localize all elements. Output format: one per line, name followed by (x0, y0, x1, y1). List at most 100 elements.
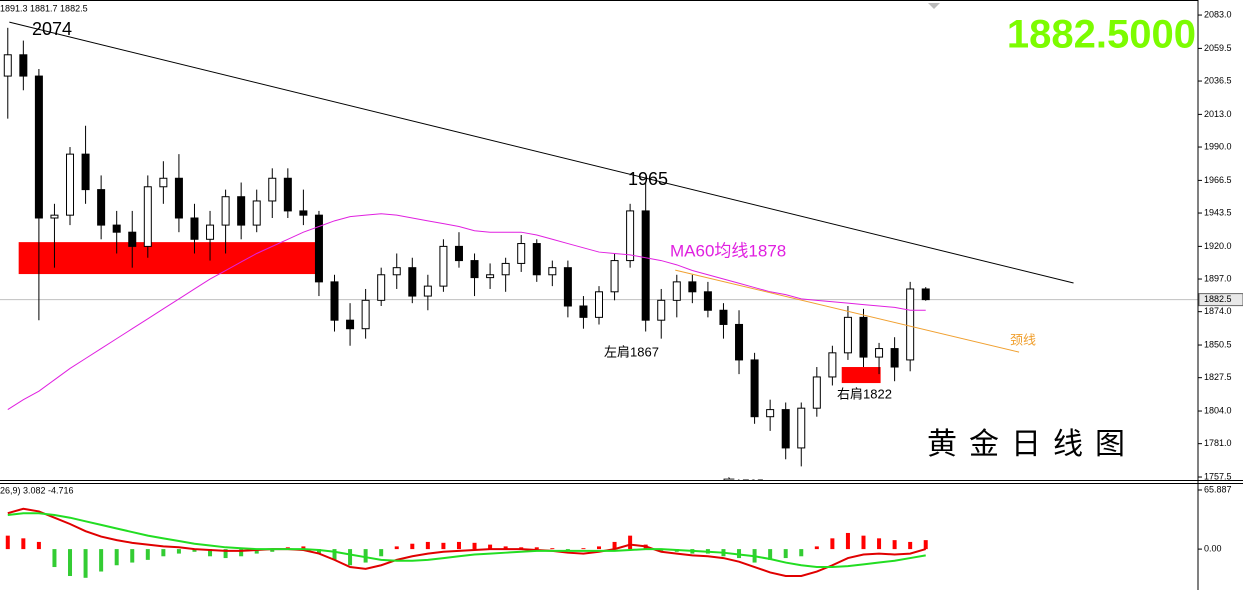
y-tick-label: 1804.0 (1204, 405, 1232, 415)
macd-bar (363, 549, 368, 563)
macd-bar (239, 549, 244, 557)
macd-bar (130, 549, 135, 563)
zone (18, 242, 316, 275)
candle-body (454, 245, 463, 262)
macd-bar (68, 549, 73, 577)
macd-bar (114, 549, 119, 566)
candle-body (843, 316, 852, 354)
macd-bar (877, 538, 882, 550)
candle-body (190, 217, 199, 240)
annotation: 左肩1867 (604, 344, 659, 359)
ohlc-info: 1891.3 1881.7 1882.5 (0, 3, 88, 13)
candle-body (626, 210, 635, 262)
macd-bar (99, 549, 104, 572)
macd-bar (830, 538, 835, 550)
candle-body (314, 214, 323, 283)
candle-body (766, 409, 775, 418)
candle-body (921, 288, 930, 301)
candle-body (657, 299, 666, 321)
candle-body (501, 262, 510, 276)
macd-bar (441, 542, 446, 550)
candle-body (174, 177, 183, 219)
macd-line (7, 507, 927, 578)
trend-line (9, 21, 1074, 284)
macd-bar (223, 549, 228, 559)
candle-body (19, 54, 28, 77)
candle-body (66, 153, 75, 216)
ma-line (7, 213, 926, 411)
candle-body (532, 243, 541, 276)
price-panel (0, 21, 1198, 467)
candle-body (408, 267, 417, 297)
macd-bar (799, 549, 804, 557)
candle-body (579, 305, 588, 318)
macd-bar (83, 549, 88, 578)
macd-bar (52, 549, 57, 568)
neck-line (675, 269, 1020, 353)
candle-body (3, 54, 12, 77)
price-display: 1882.5000 (1007, 13, 1196, 57)
y-tick-label: 1920.0 (1204, 241, 1232, 251)
candle-body (283, 177, 292, 212)
macd-bar (301, 546, 306, 550)
macd-bar (845, 532, 850, 550)
candle-body (703, 291, 712, 311)
candle-body (906, 288, 915, 361)
y-tick-label: 1850.5 (1204, 339, 1232, 349)
candle-body (97, 189, 106, 226)
macd-panel: 26,9) 3.082 -4.716 (0, 485, 928, 578)
macd-bar (628, 535, 633, 550)
candle-body (361, 299, 370, 330)
candle-body (812, 376, 821, 409)
candle-body (672, 281, 681, 301)
macd-bar (36, 541, 41, 550)
zone (841, 367, 881, 384)
macd-bar (270, 549, 275, 552)
candle-body (392, 267, 401, 276)
y-tick-label: 1990.0 (1204, 141, 1232, 151)
macd-bar (488, 544, 493, 550)
macd-bar (534, 547, 539, 550)
candle-body (719, 309, 728, 325)
candle-body (346, 319, 355, 330)
y-tick-label: 2083.0 (1204, 9, 1232, 19)
neckline-label: 颈线 (1010, 332, 1036, 347)
macd-bar (161, 549, 166, 557)
macd-bar (550, 548, 555, 550)
macd-bar (348, 549, 353, 566)
candle-body (859, 316, 868, 358)
macd-bar (612, 541, 617, 550)
candle-body (548, 267, 557, 276)
macd-bar (503, 546, 508, 550)
macd-line (7, 512, 926, 569)
candle-body (439, 245, 448, 287)
candle-body (112, 224, 121, 233)
macd-bar (861, 535, 866, 550)
candle-body (641, 210, 650, 321)
macd-bar (768, 549, 773, 560)
macd-bar (908, 541, 913, 550)
macd-tick-label: 65.887 (1204, 484, 1232, 494)
y-tick-label: 2036.5 (1204, 75, 1232, 85)
candle-body (221, 196, 230, 226)
macd-bar (254, 549, 259, 554)
macd-bar (394, 546, 399, 550)
macd-tick-label: 0.00 (1204, 543, 1222, 553)
macd-bar (410, 543, 415, 550)
candle-body (735, 323, 744, 361)
macd-info: 26,9) 3.082 -4.716 (0, 485, 74, 495)
candle-body (34, 75, 43, 219)
candle-body (470, 260, 479, 279)
candle-body (268, 177, 277, 202)
chart-title: 黄金日线图 (927, 428, 1137, 461)
macd-bar (379, 549, 384, 557)
candle-body (81, 153, 90, 191)
candle-body (875, 348, 884, 358)
candle-body (610, 260, 619, 293)
candle-body (377, 274, 386, 301)
macd-bar (814, 546, 819, 550)
scroll-marker (928, 3, 940, 9)
candle-body (206, 224, 215, 240)
current-price-box (1198, 293, 1243, 307)
